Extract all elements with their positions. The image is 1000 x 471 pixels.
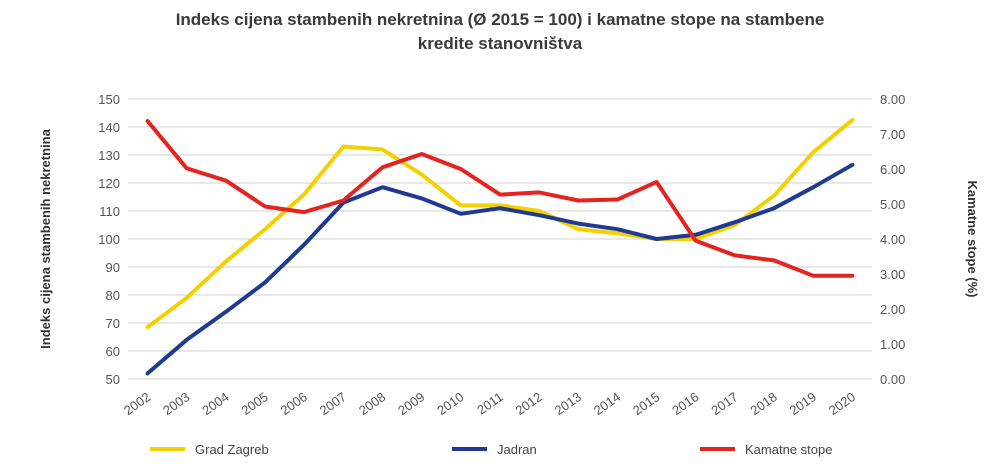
series-line-0	[145, 118, 855, 330]
x-tick-label: 2016	[669, 389, 701, 418]
left-tick-label: 60	[106, 344, 120, 359]
left-axis-title: Indeks cijena stambenih nekretnina	[38, 128, 53, 348]
right-tick-label: 3.00	[880, 267, 905, 282]
right-tick-label: 4.00	[880, 232, 905, 247]
x-tick-label: 2015	[630, 389, 662, 418]
right-tick-label: 5.00	[880, 197, 905, 212]
right-axis-title: Kamatne stope (%)	[965, 180, 980, 297]
x-tick-label: 2019	[787, 389, 819, 418]
x-tick-label: 2020	[826, 389, 858, 418]
gridlines	[128, 98, 872, 380]
right-tick-label: 8.00	[880, 92, 905, 107]
chart-title-line1: Indeks cijena stambenih nekretnina (Ø 20…	[175, 10, 825, 29]
chart-title: Indeks cijena stambenih nekretnina (Ø 20…	[0, 8, 1000, 56]
right-tick-label: 2.00	[880, 302, 905, 317]
series-lines	[145, 118, 855, 376]
right-tick-label: 6.00	[880, 162, 905, 177]
x-tick-label: 2005	[238, 389, 270, 418]
x-tick-label: 2018	[748, 389, 780, 418]
x-tick-label: 2009	[395, 389, 427, 418]
x-tick-label: 2007	[317, 389, 349, 418]
left-tick-label: 90	[106, 260, 120, 275]
x-tick-label: 2010	[434, 389, 466, 418]
x-tick-label: 2002	[121, 389, 153, 418]
left-axis-ticks: 150 140 130 120 110 100 90 80 70 60 50	[98, 92, 120, 387]
x-tick-label: 2017	[708, 389, 740, 418]
legend-label-0: Grad Zagreb	[195, 442, 269, 457]
left-tick-label: 70	[106, 316, 120, 331]
x-tick-label: 2011	[474, 389, 506, 417]
x-tick-label: 2014	[591, 389, 623, 418]
legend: Grad Zagreb Jadran Kamatne stope	[150, 442, 832, 457]
right-tick-label: 1.00	[880, 337, 905, 352]
left-tick-label: 150	[98, 92, 120, 107]
x-tick-label: 2012	[513, 389, 545, 418]
x-tick-label: 2003	[160, 389, 192, 418]
right-tick-label: 7.00	[880, 127, 905, 142]
left-tick-label: 130	[98, 148, 120, 163]
left-tick-label: 110	[99, 204, 120, 219]
x-tick-label: 2008	[356, 389, 388, 418]
x-tick-label: 2006	[278, 389, 310, 418]
left-tick-label: 80	[106, 288, 120, 303]
legend-label-1: Jadran	[497, 442, 537, 457]
x-tick-label: 2013	[552, 389, 584, 418]
left-tick-label: 120	[98, 176, 120, 191]
left-tick-label: 140	[98, 120, 120, 135]
chart-title-line2: kredite stanovništva	[417, 34, 583, 53]
series-line-2	[145, 119, 855, 278]
left-tick-label: 50	[106, 372, 120, 387]
right-tick-label: 0.00	[880, 372, 905, 387]
x-tick-label: 2004	[199, 389, 231, 418]
left-tick-label: 100	[98, 232, 120, 247]
legend-label-2: Kamatne stope	[745, 442, 832, 457]
x-axis-ticks: 2002 2003 2004 2005 2006 2007 2008 2009 2010 2011…	[121, 389, 858, 418]
right-axis-ticks: 8.00 7.00 6.00 5.00 4.00 3.00 2.00 1.00 0.00	[880, 92, 905, 387]
